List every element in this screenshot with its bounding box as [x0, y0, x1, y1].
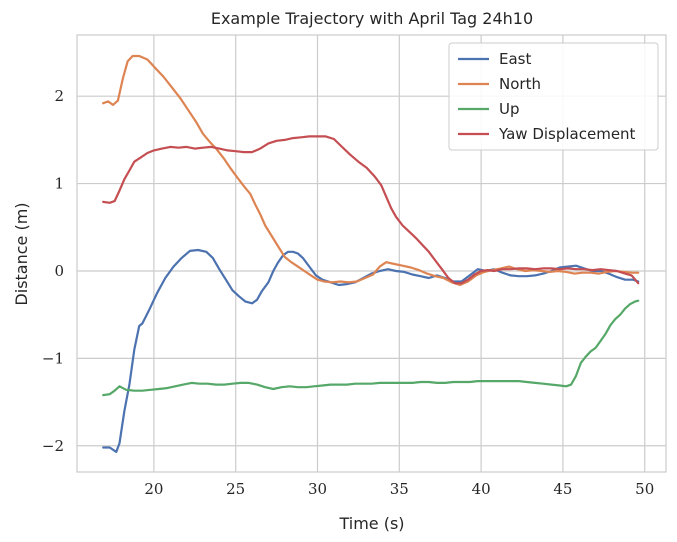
x-tick-label: 20 — [144, 480, 163, 498]
y-tick-label: −2 — [42, 437, 64, 455]
x-tick-label: 45 — [553, 480, 572, 498]
tick-labels: 20 25 30 35 40 45 50 −2 −1 0 1 2 — [42, 87, 654, 498]
y-tick-label: −1 — [42, 349, 64, 367]
series-line-north — [102, 54, 640, 287]
x-tick-label: 40 — [472, 480, 491, 498]
legend-label-yaw-displacement: Yaw Displacement — [498, 125, 636, 143]
chart-title: Example Trajectory with April Tag 24h10 — [211, 9, 533, 28]
series-lines — [102, 54, 640, 453]
y-tick-label: 0 — [54, 262, 64, 280]
plot-area-frame — [76, 34, 667, 473]
legend-label-north: North — [499, 75, 541, 93]
series-line-east — [102, 248, 640, 453]
x-tick-label: 35 — [390, 480, 409, 498]
x-tick-label: 50 — [635, 480, 654, 498]
x-tick-label: 25 — [226, 480, 245, 498]
grid — [77, 35, 666, 472]
x-tick-label: 30 — [308, 480, 327, 498]
y-tick-label: 1 — [54, 175, 64, 193]
legend-label-east: East — [499, 50, 531, 68]
y-tick-label: 2 — [54, 87, 64, 105]
legend-label-up: Up — [499, 100, 520, 118]
y-axis-title: Distance (m) — [12, 202, 31, 305]
legend-box — [448, 42, 659, 151]
series-line-up — [102, 299, 640, 397]
x-axis-title: Time (s) — [338, 514, 404, 533]
series-line-yaw-displacement — [102, 135, 640, 285]
legend: East North Up Yaw Displacement — [448, 42, 659, 151]
